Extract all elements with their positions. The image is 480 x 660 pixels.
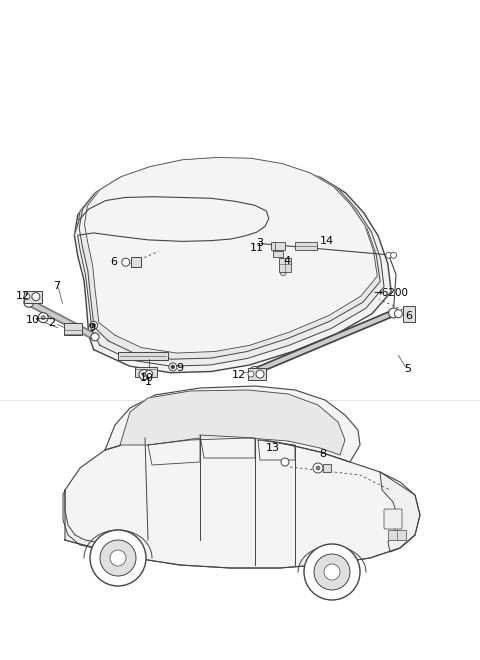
Polygon shape <box>79 158 380 359</box>
Circle shape <box>391 252 396 258</box>
Circle shape <box>38 313 48 323</box>
Circle shape <box>24 294 30 300</box>
Polygon shape <box>74 197 269 242</box>
FancyBboxPatch shape <box>384 509 402 529</box>
Text: 9: 9 <box>89 323 96 333</box>
Text: 14: 14 <box>319 236 334 246</box>
Circle shape <box>90 321 97 329</box>
Text: 8: 8 <box>319 449 326 459</box>
Circle shape <box>139 370 149 379</box>
Text: 4: 4 <box>284 256 290 266</box>
Circle shape <box>281 458 289 466</box>
FancyBboxPatch shape <box>64 323 82 335</box>
Circle shape <box>100 540 136 576</box>
FancyBboxPatch shape <box>118 352 168 360</box>
Text: 1: 1 <box>144 376 151 387</box>
Polygon shape <box>77 158 384 366</box>
Circle shape <box>250 366 259 376</box>
Circle shape <box>248 371 254 377</box>
Polygon shape <box>65 435 420 568</box>
Circle shape <box>324 564 340 580</box>
Text: 10: 10 <box>25 315 40 325</box>
FancyBboxPatch shape <box>323 464 331 472</box>
Text: 5: 5 <box>405 364 411 374</box>
FancyBboxPatch shape <box>279 257 291 272</box>
Circle shape <box>316 466 320 470</box>
Circle shape <box>389 308 398 318</box>
Circle shape <box>122 258 130 266</box>
Text: 9: 9 <box>177 362 183 373</box>
FancyBboxPatch shape <box>135 367 157 377</box>
Circle shape <box>171 366 174 368</box>
Circle shape <box>32 292 40 301</box>
FancyBboxPatch shape <box>248 368 266 380</box>
FancyBboxPatch shape <box>403 306 415 322</box>
Circle shape <box>313 463 323 473</box>
Circle shape <box>92 324 95 327</box>
Circle shape <box>169 363 177 371</box>
FancyBboxPatch shape <box>24 290 42 303</box>
Polygon shape <box>105 386 360 462</box>
Circle shape <box>91 333 99 341</box>
Circle shape <box>142 373 146 377</box>
FancyBboxPatch shape <box>388 530 406 540</box>
Circle shape <box>304 544 360 600</box>
Circle shape <box>90 530 146 586</box>
Circle shape <box>256 370 264 378</box>
Circle shape <box>395 310 402 317</box>
Text: 12: 12 <box>232 370 246 379</box>
Polygon shape <box>380 472 420 552</box>
FancyBboxPatch shape <box>295 242 317 249</box>
Polygon shape <box>63 490 95 548</box>
Circle shape <box>145 370 153 378</box>
Circle shape <box>110 550 126 566</box>
Text: 12: 12 <box>16 290 30 301</box>
Circle shape <box>386 252 392 258</box>
FancyBboxPatch shape <box>273 251 283 257</box>
Text: 7: 7 <box>53 281 60 291</box>
Polygon shape <box>120 390 345 455</box>
Text: 6: 6 <box>406 311 412 321</box>
Text: 11: 11 <box>250 244 264 253</box>
FancyBboxPatch shape <box>131 257 141 267</box>
Text: 2: 2 <box>48 317 55 327</box>
Circle shape <box>280 269 286 276</box>
Polygon shape <box>74 160 391 373</box>
FancyBboxPatch shape <box>271 242 285 249</box>
Text: 6: 6 <box>111 257 118 267</box>
Circle shape <box>314 554 350 590</box>
Polygon shape <box>84 158 377 353</box>
Text: 13: 13 <box>266 443 280 453</box>
Text: 3: 3 <box>256 238 263 248</box>
Text: 10: 10 <box>139 373 154 383</box>
Text: →6200: →6200 <box>373 288 408 298</box>
Circle shape <box>24 297 34 307</box>
Circle shape <box>41 315 45 319</box>
